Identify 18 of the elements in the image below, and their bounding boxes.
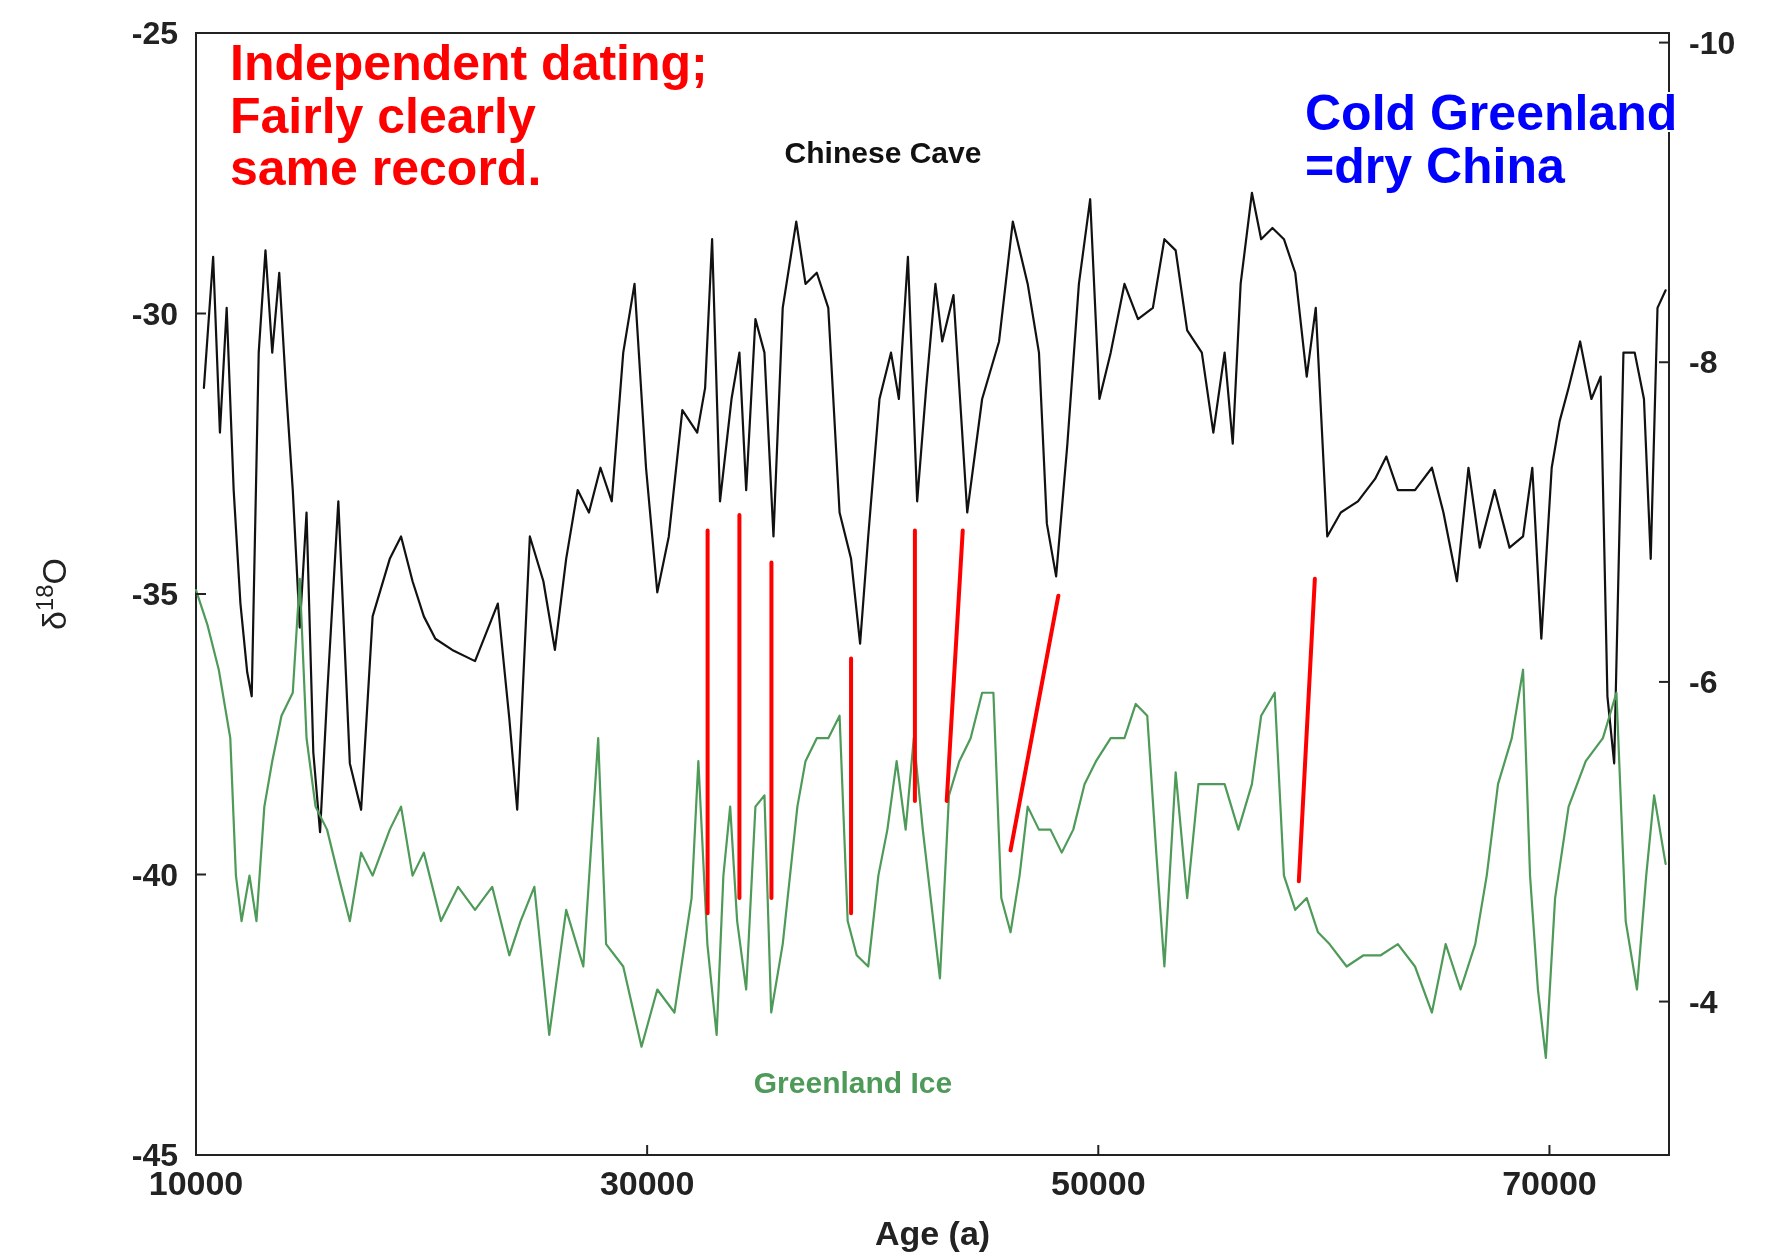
line-series: [194, 577, 1667, 1060]
y2-tick-label: -10: [1689, 24, 1736, 61]
y2-tick-label: -6: [1689, 663, 1718, 700]
y-tick-label: -30: [131, 295, 178, 332]
series-label: Greenland Ice: [753, 1066, 953, 1099]
y-tick-label: -35: [131, 576, 178, 612]
x-axis-title: Age (a): [874, 1214, 991, 1252]
y2-tick-label: -8: [1689, 344, 1718, 381]
series-label: Chinese Cave: [784, 136, 982, 169]
line-series: [202, 191, 1667, 834]
annotation: Independent dating; Fairly clearly same record.: [230, 35, 708, 196]
y2-tick-label: -4: [1689, 983, 1718, 1020]
x-tick-label: 70000: [1502, 1164, 1597, 1202]
x-tick-label: 30000: [599, 1164, 695, 1202]
y-tick-label: -25: [131, 15, 178, 51]
y-tick-label: -45: [131, 1137, 178, 1173]
y-tick-label: -40: [131, 856, 178, 893]
x-tick-label: 50000: [1051, 1164, 1146, 1202]
